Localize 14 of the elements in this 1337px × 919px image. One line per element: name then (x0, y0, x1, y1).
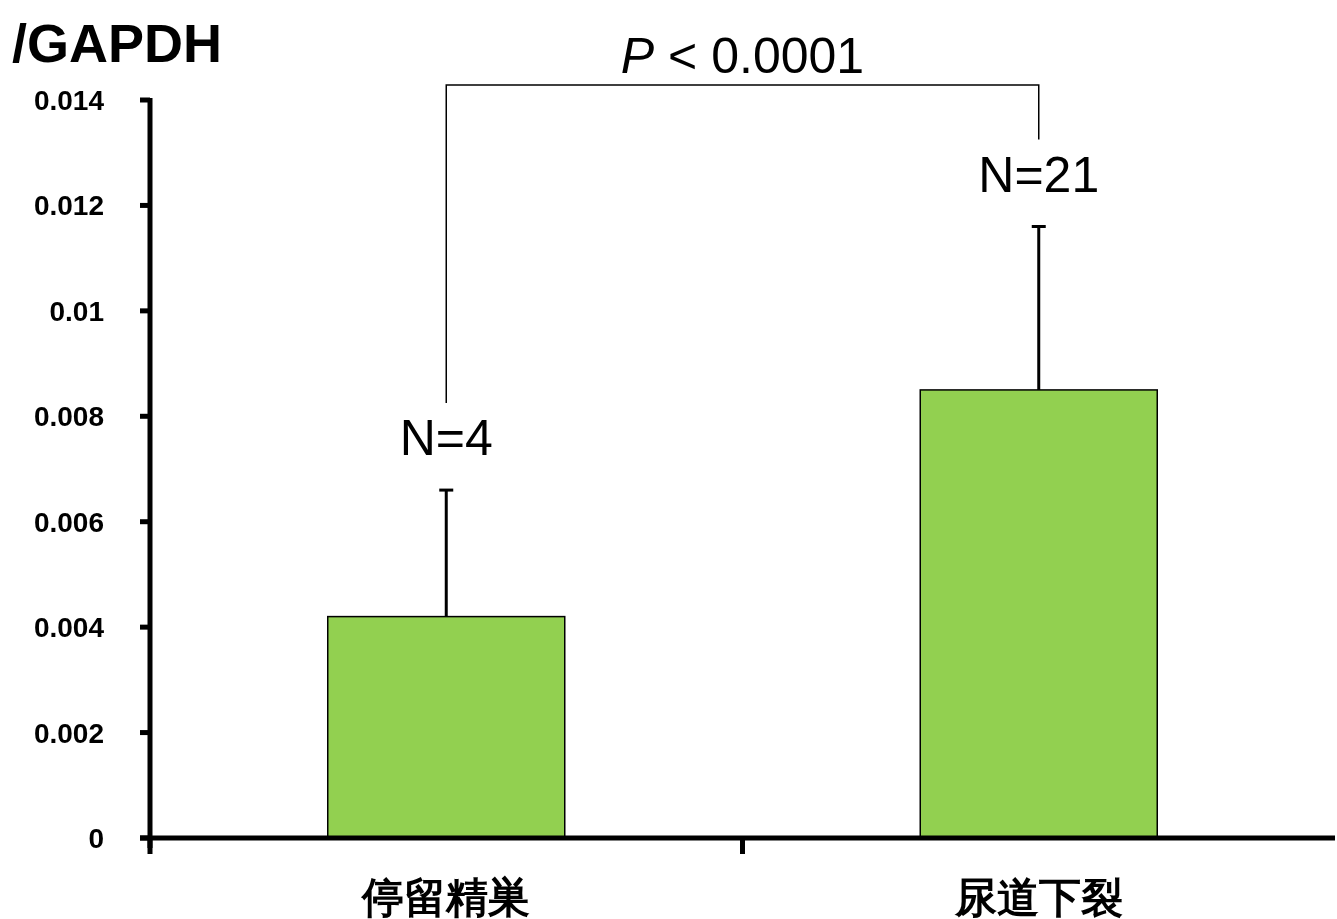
y-tick-label: 0.002 (33, 717, 104, 749)
y-tick-label: 0.004 (33, 612, 105, 644)
y-tick-label: 0 (88, 823, 104, 854)
y-tick-label: 0.008 (33, 401, 104, 433)
y-tick-label: 0.012 (33, 190, 104, 222)
x-tick-label: 尿道下裂 (953, 874, 1123, 919)
y-axis-title: /GAPDH (12, 13, 223, 73)
y-tick-label: 0.006 (33, 506, 104, 538)
y-tick-label: 0.014 (33, 85, 105, 116)
annotation: N=4 (399, 410, 493, 467)
annotation: N=21 (978, 146, 1100, 203)
text: P < 0.0001 (620, 28, 865, 84)
x-tick-label: 停留精巣 (360, 874, 531, 919)
y-tick-label: 0.01 (49, 295, 104, 327)
